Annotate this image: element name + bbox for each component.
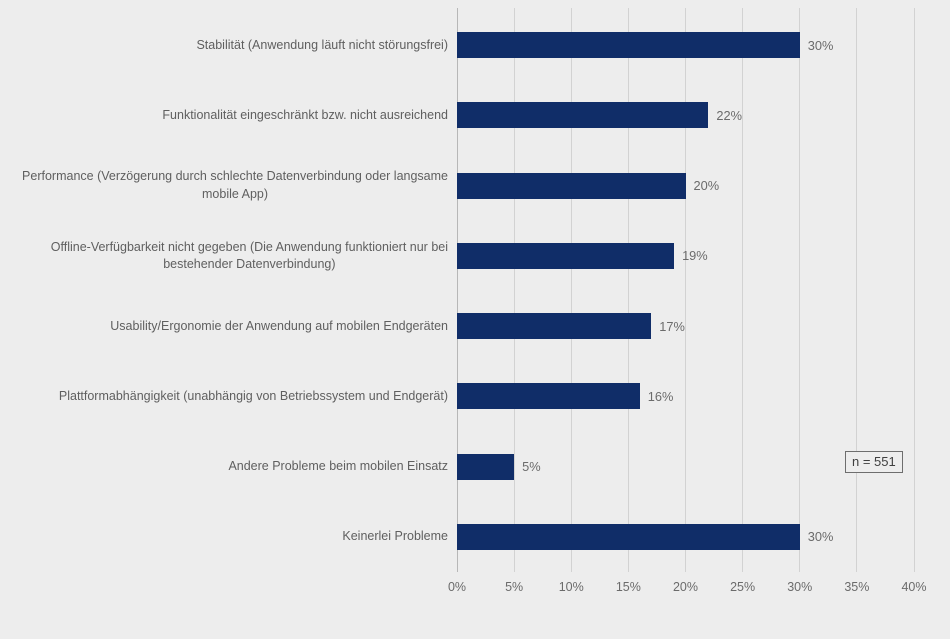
value-label: 22%: [716, 107, 742, 123]
bar: [457, 242, 675, 269]
value-label: 30%: [807, 37, 834, 53]
bar: [457, 523, 800, 550]
bar-area: 22%: [457, 80, 914, 150]
x-tick-label: 10%: [558, 580, 584, 594]
gridline: [627, 8, 629, 572]
chart-row: Offline-Verfügbarkeit nicht gegeben (Die…: [0, 221, 950, 291]
value-label: 19%: [682, 248, 708, 264]
bar: [457, 102, 709, 129]
bar-area: 30%: [457, 10, 914, 80]
x-tick-label: 15%: [615, 580, 641, 594]
gridline: [913, 8, 915, 572]
bar-area: 16%: [457, 361, 914, 431]
bar-area: 17%: [457, 291, 914, 361]
x-tick-label: 25%: [730, 580, 756, 594]
category-label: Usability/Ergonomie der Anwendung auf mo…: [110, 318, 448, 333]
category-cell: Keinerlei Probleme: [0, 528, 457, 545]
bar-area: 19%: [457, 221, 914, 291]
category-label: Offline-Verfügbarkeit nicht gegeben (Die…: [50, 239, 448, 271]
bar: [457, 313, 652, 340]
gridline: [742, 8, 744, 572]
x-tick-label: 35%: [844, 580, 870, 594]
chart-row: Performance (Verzögerung durch schlechte…: [0, 151, 950, 221]
chart-row: Stabilität (Anwendung läuft nicht störun…: [0, 10, 950, 80]
bar: [457, 32, 800, 59]
chart-row: Andere Probleme beim mobilen Einsatz 5%: [0, 432, 950, 502]
category-label: Andere Probleme beim mobilen Einsatz: [228, 459, 448, 473]
category-label: Plattformabhängigkeit (unabhängig von Be…: [58, 388, 448, 403]
gridline: [513, 8, 515, 572]
x-axis: 0% 5% 10% 15% 20% 25% 30% 35% 40%: [448, 580, 927, 600]
category-cell: Stabilität (Anwendung läuft nicht störun…: [0, 37, 457, 54]
bar: [457, 172, 686, 199]
x-tick-label: 20%: [672, 580, 699, 594]
chart-row: Plattformabhängigkeit (unabhängig von Be…: [0, 361, 950, 431]
gridline: [685, 8, 686, 572]
category-cell: Performance (Verzögerung durch schlechte…: [0, 168, 457, 203]
category-label: Performance (Verzögerung durch schlechte…: [22, 169, 448, 201]
bar-area: 20%: [457, 151, 914, 221]
gridline: [799, 8, 801, 572]
bar-area: 5%: [457, 432, 914, 502]
axis-zero-line: [456, 8, 458, 572]
bar: [457, 453, 515, 480]
category-cell: Funktionalität eingeschränkt bzw. nicht …: [0, 107, 457, 124]
plot-gridlines: [456, 8, 915, 572]
x-tick-label: 40%: [901, 580, 927, 594]
category-label: Funktionalität eingeschränkt bzw. nicht …: [162, 107, 448, 122]
chart-rows: Stabilität (Anwendung läuft nicht störun…: [0, 10, 950, 572]
value-label: 16%: [647, 388, 674, 404]
bar: [457, 383, 640, 410]
chart-row: Keinerlei Probleme 30%: [0, 502, 950, 572]
value-label: 17%: [659, 318, 685, 334]
value-label: 20%: [693, 178, 720, 194]
category-label: Stabilität (Anwendung läuft nicht störun…: [196, 37, 448, 52]
sample-size-annotation: n = 551: [845, 451, 903, 473]
sample-size-text: n = 551: [852, 454, 896, 469]
value-label: 5%: [522, 459, 541, 475]
chart-row: Usability/Ergonomie der Anwendung auf mo…: [0, 291, 950, 361]
category-label: Keinerlei Probleme: [342, 529, 448, 544]
value-label: 30%: [807, 529, 834, 545]
x-tick-label: 5%: [505, 580, 524, 594]
category-cell: Plattformabhängigkeit (unabhängig von Be…: [0, 388, 457, 405]
gridline: [570, 8, 572, 572]
gridline: [856, 8, 858, 572]
x-tick-label: 0%: [447, 580, 467, 594]
chart-row: Funktionalität eingeschränkt bzw. nicht …: [0, 80, 950, 150]
bar-area: 30%: [457, 502, 914, 572]
category-cell: Offline-Verfügbarkeit nicht gegeben (Die…: [0, 239, 457, 274]
category-cell: Andere Probleme beim mobilen Einsatz: [0, 458, 457, 475]
x-tick-label: 30%: [787, 580, 813, 594]
category-cell: Usability/Ergonomie der Anwendung auf mo…: [0, 318, 457, 335]
